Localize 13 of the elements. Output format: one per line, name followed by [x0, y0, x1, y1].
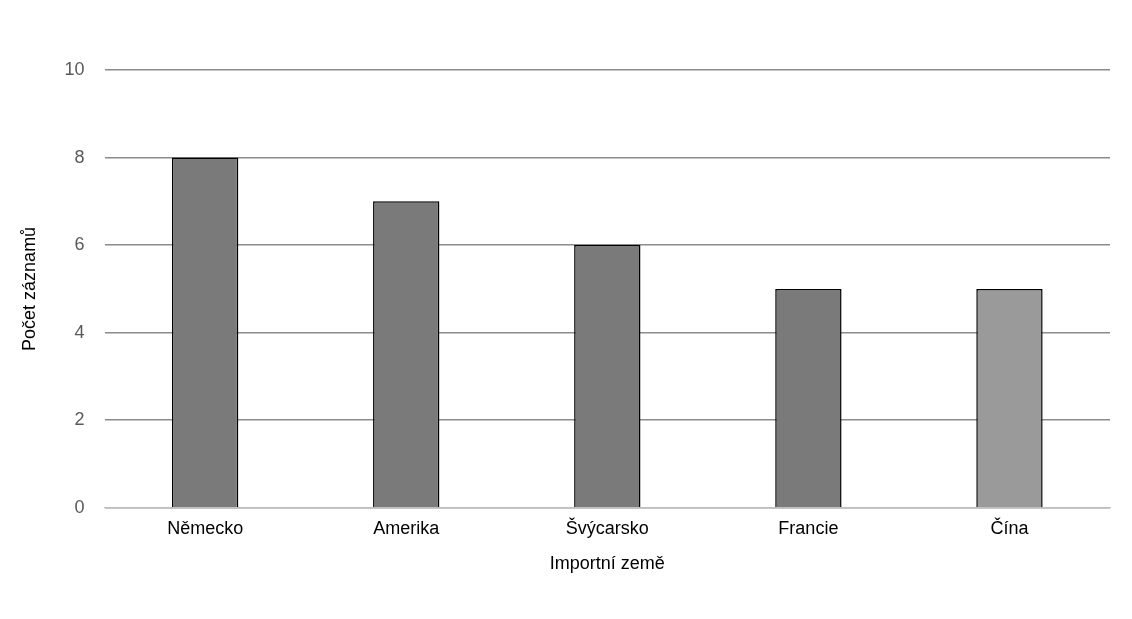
- y-axis-title: Počet záznamů: [18, 226, 39, 351]
- x-tick-label: Švýcarsko: [565, 516, 649, 538]
- y-tick-label: 4: [74, 321, 85, 342]
- x-tick-label: Francie: [778, 517, 839, 538]
- x-tick-label: Amerika: [373, 517, 441, 538]
- x-tick-label: Německo: [167, 517, 244, 538]
- x-tick-label: Čína: [990, 516, 1030, 538]
- y-tick-label: 6: [74, 234, 85, 255]
- y-tick-label: 10: [64, 58, 85, 79]
- y-tick-label: 2: [74, 409, 85, 430]
- y-tick-label: 0: [74, 496, 85, 517]
- x-axis-title: Importní země: [549, 553, 665, 574]
- y-tick-label: 8: [74, 146, 85, 167]
